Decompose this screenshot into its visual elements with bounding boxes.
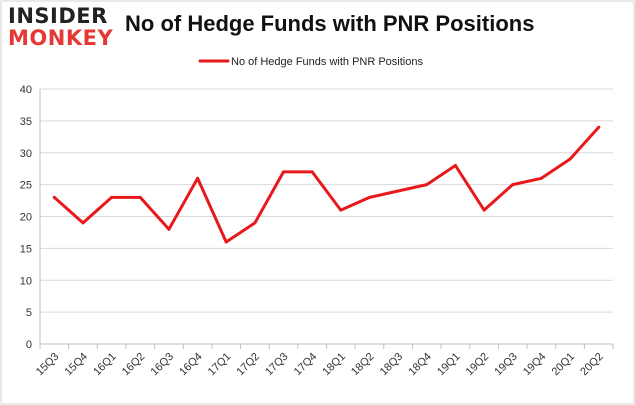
x-tick-label: 18Q2: [349, 351, 377, 379]
x-tick-label: 16Q2: [120, 351, 148, 379]
x-tick-label: 19Q1: [435, 351, 463, 379]
x-tick-label: 16Q1: [91, 351, 119, 379]
y-tick-label: 20: [20, 212, 32, 224]
x-tick-label: 16Q4: [177, 351, 205, 379]
x-tick-label: 18Q4: [406, 351, 434, 379]
x-tick-labels: 15Q3 15Q4 16Q1 16Q2 16Q3 16Q4 17Q1 17Q2 17Q3 17Q4…: [34, 351, 606, 379]
data-point: [453, 164, 457, 167]
y-tick-label: 0: [26, 339, 32, 351]
x-tick-label: 19Q3: [492, 351, 520, 379]
data-point: [253, 221, 257, 225]
data-point: [482, 208, 486, 212]
data-point: [367, 195, 371, 199]
x-tick-label: 17Q3: [263, 351, 291, 379]
x-tick-label: 20Q2: [578, 351, 606, 379]
legend: No of Hedge Funds with PNR Positions: [198, 56, 423, 68]
x-tick-label: 16Q3: [149, 351, 177, 379]
grid-lines: [40, 88, 613, 313]
x-tick-label: 15Q3: [34, 351, 62, 379]
logo-line-1: INSIDER: [8, 4, 108, 28]
y-tick-label: 35: [20, 116, 32, 128]
y-tick-label: 5: [26, 307, 32, 319]
data-point: [425, 183, 429, 187]
x-tick-label: 18Q1: [320, 351, 348, 379]
data-point: [310, 170, 314, 174]
data-point: [396, 189, 400, 193]
data-point: [81, 221, 85, 225]
y-tick-label: 25: [20, 180, 32, 192]
data-point: [224, 240, 228, 244]
data-point: [539, 176, 543, 180]
data-point: [110, 195, 114, 199]
data-point: [52, 195, 56, 199]
data-point: [282, 170, 286, 174]
series-line: [52, 125, 601, 244]
data-point: [597, 125, 601, 129]
y-tick-label: 10: [20, 275, 32, 287]
x-tick-label: 19Q2: [464, 351, 492, 379]
legend-label: No of Hedge Funds with PNR Positions: [231, 56, 423, 68]
x-tick-label: 19Q4: [521, 351, 549, 379]
data-point: [339, 208, 343, 212]
logo-line-2: MONKEY: [8, 26, 114, 50]
y-tick-label: 15: [20, 243, 32, 255]
data-point: [511, 183, 515, 187]
series-group: [52, 125, 601, 244]
x-tick-label: 18Q3: [378, 351, 406, 379]
y-tick-label: 40: [20, 84, 32, 96]
chart-title: No of Hedge Funds with PNR Positions: [125, 11, 535, 36]
insider-monkey-logo: INSIDER MONKEY: [8, 6, 116, 49]
data-point: [568, 157, 572, 161]
x-tick-label: 17Q4: [292, 351, 320, 379]
y-tick-label: 30: [20, 148, 32, 160]
x-tick-label: 17Q1: [206, 351, 234, 379]
data-point: [138, 195, 142, 199]
x-tick-label: 20Q1: [550, 351, 578, 379]
x-tick-label: 17Q2: [234, 351, 262, 379]
data-point: [196, 176, 200, 180]
axes: [39, 89, 614, 349]
data-point: [167, 227, 171, 231]
x-tick-label: 15Q4: [63, 351, 91, 379]
y-tick-labels: 0 5 10 15 20 25 30 35 40: [20, 84, 32, 351]
